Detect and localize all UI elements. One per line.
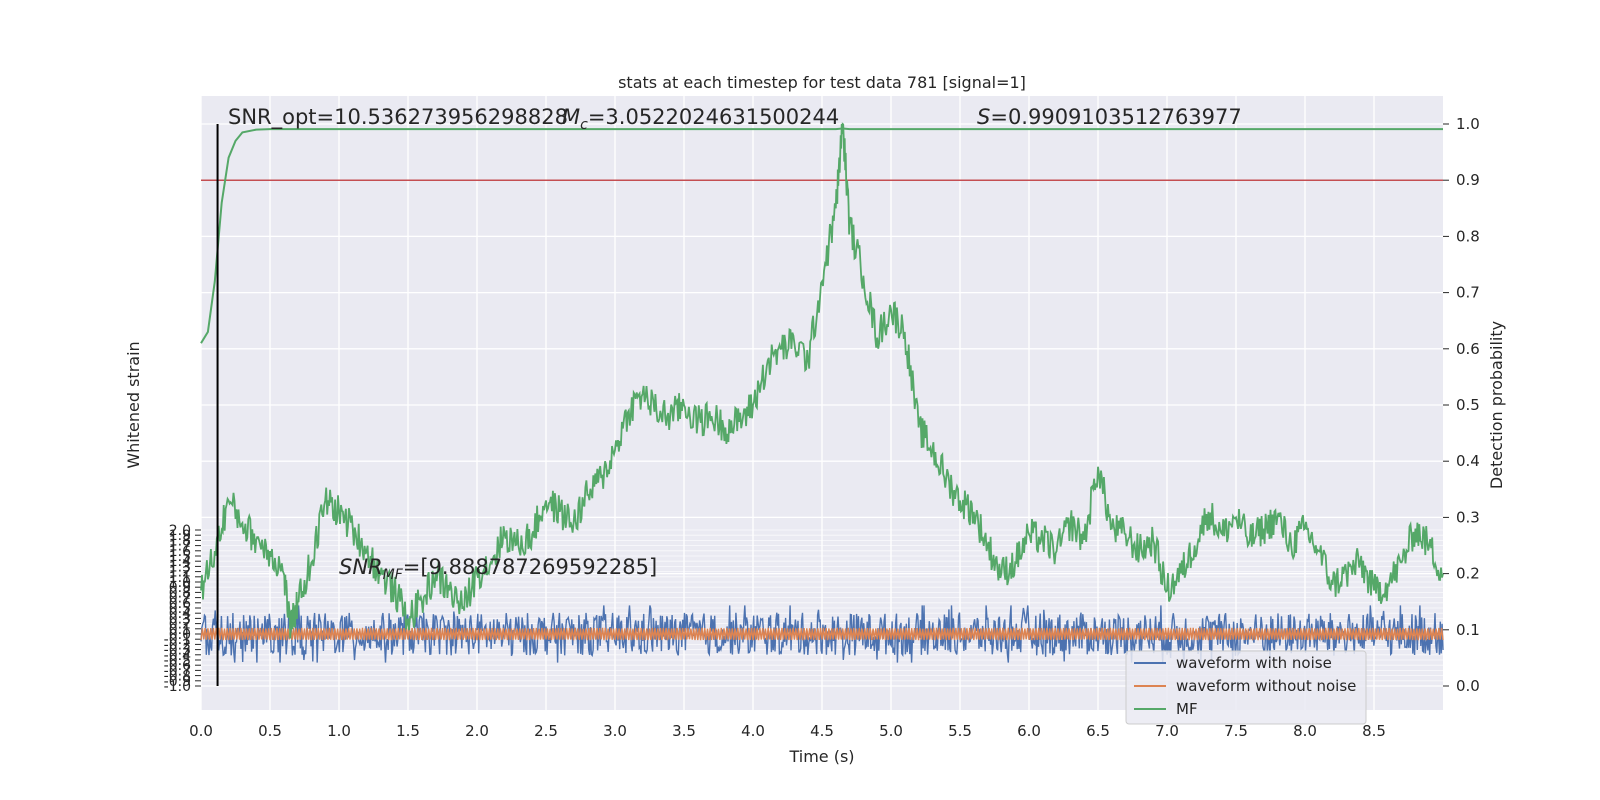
left-tick-label: 0.8 (169, 585, 191, 601)
legend-label-noise: waveform with noise (1176, 654, 1332, 672)
left-tick-label: 1.2 (169, 565, 191, 581)
x-tick-label: 8.5 (1362, 722, 1386, 740)
left-tick-label: 1.6 (169, 544, 191, 560)
x-tick-label: 6.0 (1017, 722, 1041, 740)
legend-box (1125, 650, 1367, 725)
right-tick-label: 0.2 (1456, 565, 1480, 583)
legend-label-clean: waveform without noise (1176, 677, 1356, 695)
left-tick-label: 1.5 (169, 549, 191, 565)
left-tick-label: -0.4 (164, 648, 191, 664)
right-tick-label: 0.6 (1456, 340, 1480, 358)
left-tick-label: -0.8 (164, 669, 191, 685)
left-tick-label: 0.5 (169, 601, 191, 617)
left-tick-label: -0.5 (164, 653, 191, 669)
mf-line (200, 127, 1443, 344)
waveform-without-noise-line (200, 627, 1444, 641)
x-tick-label: 7.5 (1224, 722, 1248, 740)
s-annotation: S=0.9909103512763977 (977, 105, 1242, 129)
x-tick-label: 0.5 (258, 722, 282, 740)
left-tick-label: 1.7 (169, 539, 191, 555)
x-tick-label: 2.0 (465, 722, 489, 740)
right-axis-ticks: 0.0 0.1 0.2 0.3 0.4 0.5 0.6 0.7 0.8 0.9 1.0 (1443, 115, 1480, 695)
left-tick-label: 0.2 (169, 617, 191, 633)
mc-annotation: Mc=3.0522024631500244 (562, 105, 839, 133)
right-tick-label: 0.7 (1456, 284, 1480, 302)
x-tick-label: 6.5 (1086, 722, 1110, 740)
left-tick-label: 1.8 (169, 533, 191, 549)
left-tick-label: 0.7 (169, 591, 191, 607)
left-tick-label: 1.9 (169, 528, 191, 544)
left-tick-label: 0.3 (169, 611, 191, 627)
x-tick-label: 3.5 (672, 722, 696, 740)
chart-title: stats at each timestep for test data 781… (618, 73, 1026, 92)
x-tick-label: 1.5 (396, 722, 420, 740)
x-tick-label: 7.0 (1155, 722, 1179, 740)
left-tick-label: -0.9 (164, 674, 191, 690)
right-tick-label: 0.9 (1456, 171, 1480, 189)
left-tick-label: -0.1 (164, 632, 191, 648)
x-tick-label: 3.0 (603, 722, 627, 740)
left-tick-label: 0.1 (169, 622, 191, 638)
snr-mf-annotation: SNRMF=[9.888787269592285] (339, 555, 657, 583)
left-tick-label: 0.9 (169, 580, 191, 596)
left-tick-label: -0.3 (164, 643, 191, 659)
y-axis-label-right: Detection probability (1487, 321, 1506, 489)
right-tick-label: 1.0 (1456, 115, 1480, 133)
left-tick-label: 1.4 (169, 554, 191, 570)
left-tick-label: 1.0 (169, 575, 191, 591)
legend: waveform with noise waveform without noi… (1125, 650, 1367, 725)
right-tick-label: 0.3 (1456, 508, 1480, 526)
waveform-with-noise-line (200, 605, 1444, 663)
left-axis-ticks: -1.0-0.9-0.8-0.7-0.6-0.5-0.4-0.3-0.2-0.1… (164, 523, 201, 695)
x-tick-label: 8.0 (1293, 722, 1317, 740)
legend-label-mf: MF (1176, 700, 1198, 718)
left-tick-label: -0.2 (164, 637, 191, 653)
left-tick-label: 1.3 (169, 559, 191, 575)
x-tick-label: 1.0 (327, 722, 351, 740)
x-tick-label: 2.5 (534, 722, 558, 740)
x-tick-label: 4.0 (741, 722, 765, 740)
x-axis-label: Time (s) (788, 747, 854, 766)
left-tick-label: 0.4 (169, 606, 191, 622)
snr-opt-annotation: SNR_opt=10.536273956298828 (228, 105, 568, 130)
detection-probability-line (200, 122, 1444, 639)
waveform-layer (200, 605, 1444, 663)
x-tick-label: 5.0 (879, 722, 903, 740)
right-tick-label: 0.0 (1456, 677, 1480, 695)
right-tick-label: 0.5 (1456, 396, 1480, 414)
left-tick-label: 2.0 (169, 523, 191, 539)
y-axis-label-left: Whitened strain (124, 341, 143, 468)
right-tick-label: 0.8 (1456, 227, 1480, 245)
right-tick-label: 0.4 (1456, 452, 1480, 470)
x-axis-ticks: 0.0 0.5 1.0 1.5 2.0 2.5 3.0 3.5 4.0 4.5 5.0 5.5 6.0 6… (189, 722, 1386, 740)
x-tick-label: 4.5 (810, 722, 834, 740)
left-tick-label: -0.7 (164, 663, 191, 679)
left-tick-label: 0.0 (169, 627, 191, 643)
left-tick-label: -1.0 (164, 679, 191, 695)
left-tick-label: 0.6 (169, 596, 191, 612)
x-tick-label: 5.5 (948, 722, 972, 740)
right-tick-label: 0.1 (1456, 621, 1480, 639)
left-tick-label: -0.6 (164, 658, 191, 674)
x-tick-label: 0.0 (189, 722, 213, 740)
left-tick-label: 1.1 (169, 570, 191, 586)
